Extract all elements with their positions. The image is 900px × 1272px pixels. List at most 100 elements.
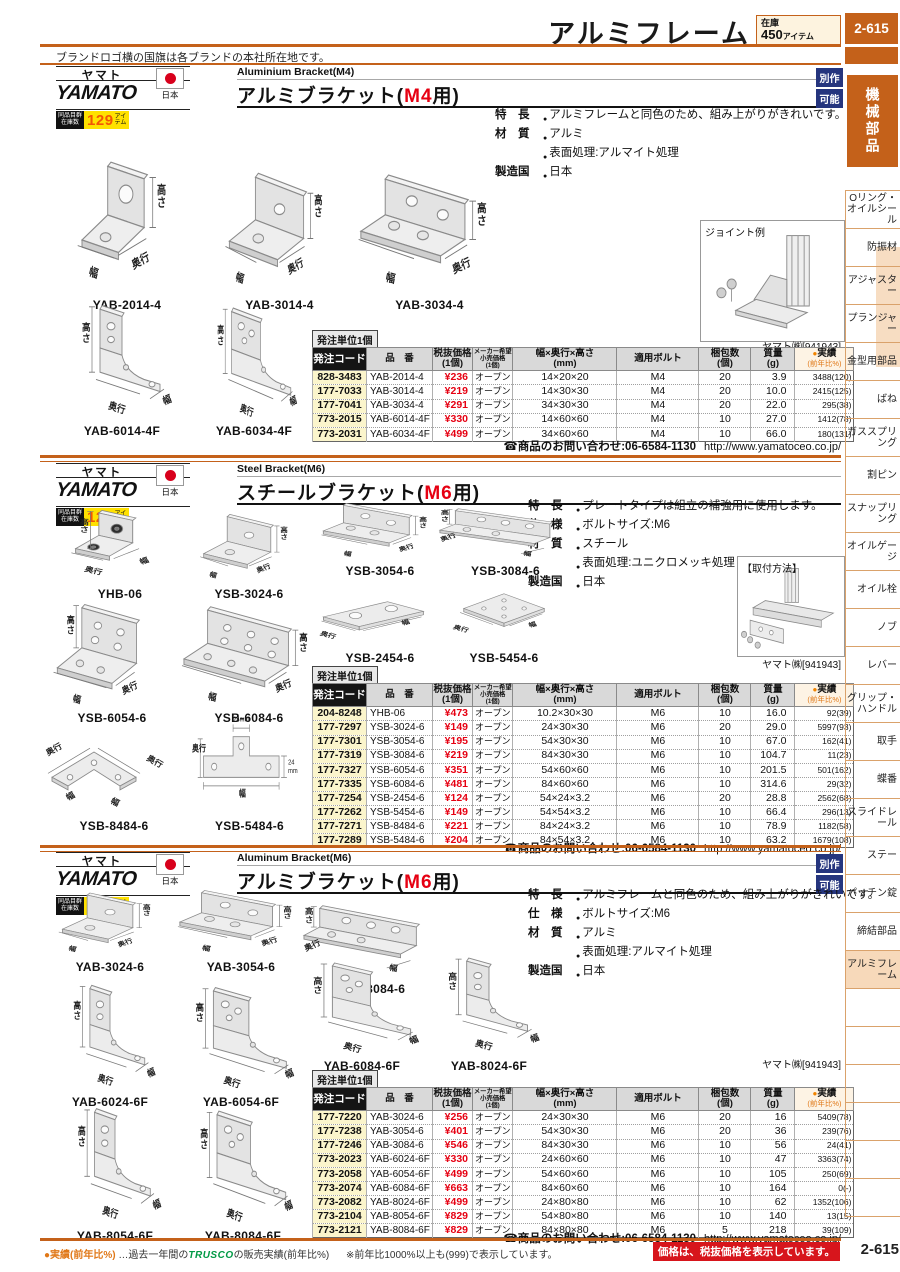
- table-cell: YSB-3054-6: [366, 734, 433, 750]
- table-cell: 10: [698, 819, 751, 834]
- sidebar-item[interactable]: Oリング・オイルシール: [846, 191, 900, 229]
- product-code: YSB-3024-6: [214, 587, 284, 601]
- table-row: 177-7254 YSB-2454-6 ¥124 オープン 54×24×3.2 M6 20 2…: [312, 790, 854, 806]
- sidebar-item-empty: [846, 1103, 900, 1141]
- product-code: YAB-6084-6F: [323, 1059, 401, 1073]
- contact-url[interactable]: http://www.yamatoceo.co.jp/: [704, 441, 841, 453]
- sidebar-item[interactable]: 取手: [846, 723, 900, 761]
- table-cell: 62: [750, 1194, 795, 1210]
- table-cell: 20: [698, 1124, 751, 1140]
- sidebar-item[interactable]: アルミフレーム: [846, 951, 900, 989]
- spec-label: 製造国: [528, 965, 563, 977]
- svg-text:高さ: 高さ: [419, 516, 427, 530]
- table-row: 773-2031 YAB-6034-4F ¥499 オープン 34×60×60 M4 10 6…: [312, 426, 854, 442]
- table-cell: 10: [698, 706, 751, 721]
- table-cell: 63.2: [750, 833, 795, 848]
- table-cell: ¥236: [432, 370, 473, 385]
- sidebar-item[interactable]: グリップ・ハンドル: [846, 685, 900, 723]
- sidebar-item[interactable]: 防振材: [846, 229, 900, 267]
- table-cell: オープン: [471, 1110, 513, 1125]
- table-cell: M6: [616, 805, 699, 820]
- table-cell: 34×60×60: [512, 426, 617, 442]
- sidebar-item[interactable]: 蝶番: [846, 761, 900, 799]
- product-figure: 高さ 奥行幅 YAB-3084-6: [302, 888, 440, 996]
- column-header: 幅×奥行×高さ (mm): [512, 1086, 618, 1112]
- product-drawing: 高さ幅 奥行: [177, 890, 292, 953]
- table-cell: YAB-8024-6F: [366, 1194, 433, 1210]
- sidebar-item[interactable]: パッチン錠: [846, 875, 900, 913]
- table-cell: 10: [698, 1194, 751, 1210]
- table-cell: 56: [750, 1138, 795, 1154]
- spec-value: 表面処理:ユニクロメッキ処理: [582, 557, 735, 569]
- product-figure: 高さ 奥行 幅 YHB-06: [46, 503, 194, 601]
- sidebar-item[interactable]: ばね: [846, 381, 900, 419]
- table-cell: YAB-6054-6F: [366, 1166, 433, 1182]
- sidebar-item[interactable]: ステー: [846, 837, 900, 875]
- table-cell: オープン: [471, 1152, 513, 1168]
- sidebar-item[interactable]: アジャスター: [846, 267, 900, 305]
- table-cell: 0(-): [794, 1180, 854, 1196]
- table-cell: 773-2023: [312, 1152, 367, 1168]
- custom-make-badge: 別作 可能: [816, 854, 843, 896]
- svg-text:幅: 幅: [522, 549, 532, 557]
- sidebar-item[interactable]: オイル栓: [846, 571, 900, 609]
- product-code: YSB-6054-6: [77, 711, 147, 725]
- table-cell: YSB-3084-6: [366, 748, 433, 764]
- svg-text:高さ: 高さ: [448, 971, 457, 991]
- table-cell: オープン: [471, 384, 513, 400]
- product-code: YSB-2454-6: [345, 651, 415, 665]
- footer-note-pre: …過去一年間の: [118, 1250, 189, 1261]
- table-cell: 10: [698, 1166, 751, 1182]
- sidebar-item[interactable]: オイルゲージ: [846, 533, 900, 571]
- table-row: 177-7297 YSB-3024-6 ¥149 オープン 24×30×30 M6 20 29…: [312, 720, 854, 736]
- table-cell: 24×30×30: [512, 1110, 617, 1125]
- sidebar-item[interactable]: 割ピン: [846, 457, 900, 495]
- table-cell: オープン: [471, 1124, 513, 1140]
- rule: [56, 66, 190, 67]
- column-header: 発注コード: [312, 1086, 367, 1112]
- table-cell: 10: [698, 426, 751, 442]
- sidebar-tab-machine-parts[interactable]: 機械部品: [847, 75, 898, 167]
- table-cell: M6: [616, 1209, 699, 1224]
- sidebar-item[interactable]: ノブ: [846, 609, 900, 647]
- svg-text:奥行: 奥行: [258, 934, 279, 947]
- brand-name-kana: ヤマト: [81, 467, 123, 479]
- sidebar-item[interactable]: 締結部品: [846, 913, 900, 951]
- table-cell: YAB-8054-6F: [366, 1209, 433, 1224]
- sidebar-item[interactable]: ガススプリング: [846, 419, 900, 457]
- table-cell: オープン: [471, 1209, 513, 1224]
- table-cell: YSB-2454-6: [366, 790, 433, 806]
- sidebar-item[interactable]: スライドレール: [846, 799, 900, 837]
- section-title: アルミブラケット(M6用): [237, 872, 460, 893]
- product-figure: 高さ 奥行 幅 YAB-8024-6F: [418, 955, 560, 1073]
- table-cell: ¥149: [432, 720, 473, 736]
- svg-text:奥行: 奥行: [438, 532, 457, 543]
- table-row: 773-2058 YAB-6054-6F ¥499 オープン 54×60×60 M6 10 1…: [312, 1166, 854, 1182]
- sidebar-item[interactable]: レバー: [846, 647, 900, 685]
- table-cell: 140: [750, 1209, 795, 1224]
- table-cell: 14×30×30: [512, 384, 617, 400]
- product-figure: 高さ幅 奥行 YAB-3034-4: [352, 160, 507, 312]
- table-cell: 296(13): [794, 805, 854, 820]
- svg-text:高さ: 高さ: [441, 509, 449, 522]
- sidebar-item[interactable]: 金型用部品: [846, 343, 900, 381]
- sidebar-item[interactable]: プランジャー: [846, 305, 900, 343]
- table-cell: 239(76): [794, 1124, 854, 1140]
- column-header: 梱包数 (個): [698, 346, 752, 372]
- table-cell: YHB-06: [366, 706, 433, 721]
- table-cell: 27.0: [750, 412, 795, 428]
- table-cell: 28.8: [750, 790, 795, 806]
- table-cell: 3488(120): [794, 370, 854, 385]
- svg-text:奥行: 奥行: [285, 255, 305, 278]
- column-header: ●実績 (前年比%): [794, 346, 855, 372]
- svg-text:高さ: 高さ: [82, 321, 91, 344]
- sidebar-item[interactable]: スナップリング: [846, 495, 900, 533]
- table-cell: 10.0: [750, 384, 795, 400]
- table-cell: 67.0: [750, 734, 795, 750]
- spec-list: 特 長●プレートタイプは組立の補強用に使用します。仕 様●ボルトサイズ:M6材 …: [528, 499, 823, 594]
- table-cell: 2415(125): [794, 384, 854, 400]
- rule: [237, 503, 841, 505]
- table-cell: 177-7238: [312, 1124, 367, 1140]
